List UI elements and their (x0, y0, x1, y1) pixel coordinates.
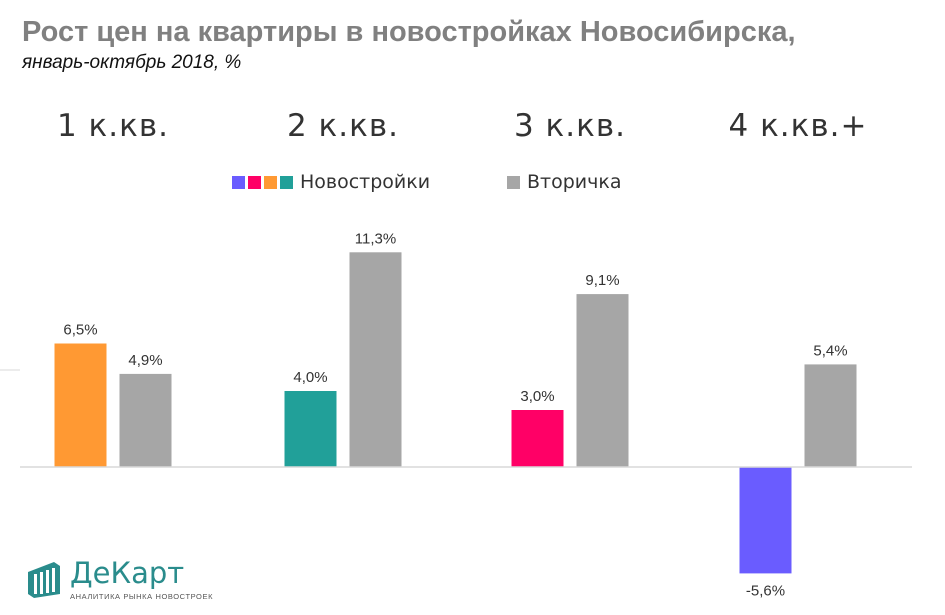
bar-new-4 (739, 467, 792, 574)
legend-item-new: Новостройки (232, 170, 430, 194)
bar-secondary-1 (119, 373, 172, 467)
category-label-3: 3 к.кв. (513, 108, 626, 144)
logo-name: ДеКарт (70, 556, 185, 590)
legend-label-new: Новостройки (300, 171, 431, 193)
bar-new-2 (284, 391, 337, 467)
legend-swatch-orange (264, 175, 277, 189)
logo-tagline: АНАЛИТИКА РЫНКА НОВОСТРОЕК (70, 592, 214, 601)
value-label-new-1: 6,5% (63, 322, 97, 339)
legend-item-secondary: Вторичка (507, 170, 621, 194)
category-label-4: 4 к.кв.+ (728, 108, 868, 144)
value-label-new-4: -5,6% (746, 582, 785, 599)
legend-swatch-purple (232, 175, 245, 189)
legend-swatch-teal (280, 175, 293, 189)
category-label-2: 2 к.кв. (286, 108, 399, 144)
bar-secondary-3 (576, 294, 629, 467)
legend-label-secondary: Вторичка (527, 171, 622, 193)
value-label-new-3: 3,0% (520, 388, 554, 405)
chart-title: Рост цен на квартиры в новостройках Ново… (22, 16, 796, 48)
bar-secondary-4 (804, 364, 857, 467)
bar-new-3 (511, 410, 564, 467)
legend-swatch-gray (507, 175, 520, 189)
value-label-secondary-4: 5,4% (813, 342, 847, 359)
logo-building-icon (28, 562, 60, 598)
bar-new-1 (54, 343, 107, 467)
value-label-secondary-3: 9,1% (585, 272, 619, 289)
bar-secondary-2 (349, 252, 402, 467)
legend-swatch-pink (248, 175, 261, 189)
value-label-new-2: 4,0% (293, 369, 327, 386)
logo: ДеКарт АНАЛИТИКА РЫНКА НОВОСТРОЕК (26, 556, 226, 606)
category-label-1: 1 к.кв. (56, 108, 169, 144)
value-label-secondary-2: 11,3% (355, 230, 396, 247)
chart-subtitle: январь-октябрь 2018, % (22, 52, 242, 73)
value-label-secondary-1: 4,9% (128, 352, 162, 369)
